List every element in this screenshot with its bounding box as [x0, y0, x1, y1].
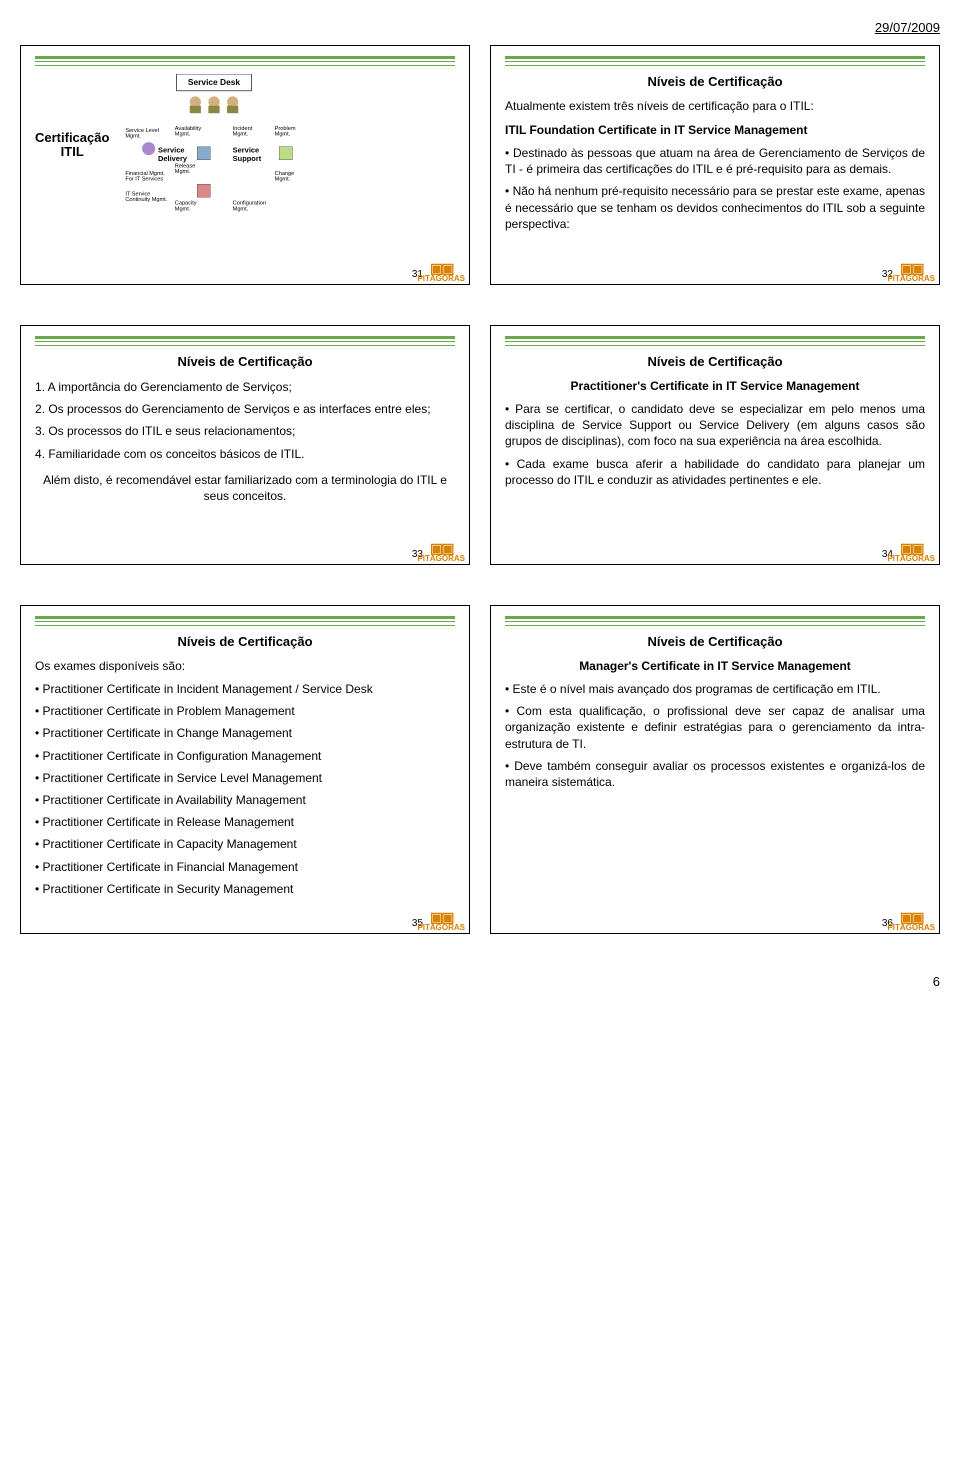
svg-text:Mgmt.: Mgmt. — [175, 169, 191, 175]
title-line2: ITIL — [61, 144, 84, 159]
svg-text:Service Desk: Service Desk — [188, 77, 240, 87]
svg-text:Delivery: Delivery — [158, 154, 188, 163]
title-band — [505, 616, 925, 626]
title-band — [35, 56, 455, 66]
slide-33: Níveis de Certificação 1. A importância … — [20, 325, 470, 565]
slide-title: Níveis de Certificação — [505, 634, 925, 649]
bullet-item: Destinado às pessoas que atuam na área d… — [505, 145, 925, 177]
bullet-item: Practitioner Certificate in Incident Man… — [35, 681, 455, 697]
bullet-item: Practitioner Certificate in Problem Mana… — [35, 703, 455, 719]
pitagoras-logo: ▣▣PITÁGORAS — [417, 911, 465, 931]
pitagoras-logo: ▣▣PITÁGORAS — [887, 262, 935, 282]
center-note: Além disto, é recomendável estar familia… — [35, 472, 455, 504]
list-item: 1. A importância do Gerenciamento de Ser… — [35, 379, 455, 395]
bullet-item: Com esta qualificação, o profissional de… — [505, 703, 925, 752]
bullet-item: Practitioner Certificate in Release Mana… — [35, 814, 455, 830]
svg-text:Mgmt.: Mgmt. — [233, 206, 249, 212]
slide-title: Níveis de Certificação — [35, 354, 455, 369]
svg-text:Mgmt.: Mgmt. — [275, 176, 291, 182]
slide-36: Níveis de Certificação Manager's Certifi… — [490, 605, 940, 934]
slide-title: Níveis de Certificação — [35, 634, 455, 649]
header-date: 29/07/2009 — [20, 20, 940, 35]
bullet-item: Practitioner Certificate in Change Manag… — [35, 725, 455, 741]
footer-page: 6 — [20, 974, 940, 989]
slide-row: Níveis de Certificação Os exames disponí… — [20, 605, 940, 934]
slide-31: Certificação ITIL Service Desk Service L… — [20, 45, 470, 285]
slide-32: Níveis de Certificação Atualmente existe… — [490, 45, 940, 285]
subheading: ITIL Foundation Certificate in IT Servic… — [505, 123, 925, 137]
bullet-item: Practitioner Certificate in Financial Ma… — [35, 859, 455, 875]
slide-35: Níveis de Certificação Os exames disponí… — [20, 605, 470, 934]
svg-text:Mgmt.: Mgmt. — [275, 132, 291, 138]
bullet-item: Practitioner Certificate in Configuratio… — [35, 748, 455, 764]
list-item: 3. Os processos do ITIL e seus relaciona… — [35, 423, 455, 439]
title-line1: Certificação — [35, 130, 109, 145]
bullet-item: Practitioner Certificate in Security Man… — [35, 881, 455, 897]
svg-text:Mgmt.: Mgmt. — [175, 132, 191, 138]
title-band — [505, 336, 925, 346]
slide-row: Níveis de Certificação 1. A importância … — [20, 325, 940, 565]
svg-text:Mgmt.: Mgmt. — [126, 133, 142, 139]
slide-row: Certificação ITIL Service Desk Service L… — [20, 45, 940, 285]
svg-text:Support: Support — [233, 154, 262, 163]
intro-text: Atualmente existem três níveis de certif… — [505, 99, 925, 113]
title-band — [35, 616, 455, 626]
intro-text: Os exames disponíveis são: — [35, 659, 455, 673]
bullet-item: Este é o nível mais avançado dos program… — [505, 681, 925, 697]
slide-title: Níveis de Certificação — [505, 74, 925, 89]
slide-title: Certificação ITIL — [35, 131, 109, 160]
bullet-item: Practitioner Certificate in Service Leve… — [35, 770, 455, 786]
bullet-item: Cada exame busca aferir a habilidade do … — [505, 456, 925, 488]
svg-text:Mgmt.: Mgmt. — [233, 132, 249, 138]
bullet-item: Practitioner Certificate in Availability… — [35, 792, 455, 808]
pitagoras-logo: ▣▣PITÁGORAS — [417, 542, 465, 562]
slide-title: Níveis de Certificação — [505, 354, 925, 369]
list-item: 2. Os processos do Gerenciamento de Serv… — [35, 401, 455, 417]
pitagoras-logo: ▣▣PITÁGORAS — [887, 911, 935, 931]
bullet-item: Deve também conseguir avaliar os process… — [505, 758, 925, 790]
subheading: Manager's Certificate in IT Service Mana… — [505, 659, 925, 673]
svg-text:Mgmt.: Mgmt. — [175, 206, 191, 212]
svg-text:Continuity Mgmt.: Continuity Mgmt. — [126, 197, 168, 203]
slide-34: Níveis de Certificação Practitioner's Ce… — [490, 325, 940, 565]
subheading: Practitioner's Certificate in IT Service… — [505, 379, 925, 393]
svg-text:For IT Services: For IT Services — [126, 176, 164, 182]
service-desk-diagram: Service Desk Service LevelMgmt. ServiceD… — [119, 74, 309, 216]
bullet-item: Para se certificar, o candidato deve se … — [505, 401, 925, 450]
bullet-item: Não há nenhum pré-requisito necessário p… — [505, 183, 925, 232]
bullet-item: Practitioner Certificate in Capacity Man… — [35, 836, 455, 852]
title-band — [505, 56, 925, 66]
pitagoras-logo: ▣▣PITÁGORAS — [417, 262, 465, 282]
slide-title-block: Certificação ITIL Service Desk Service L… — [35, 74, 455, 216]
title-band — [35, 336, 455, 346]
list-item: 4. Familiaridade com os conceitos básico… — [35, 446, 455, 462]
pitagoras-logo: ▣▣PITÁGORAS — [887, 542, 935, 562]
